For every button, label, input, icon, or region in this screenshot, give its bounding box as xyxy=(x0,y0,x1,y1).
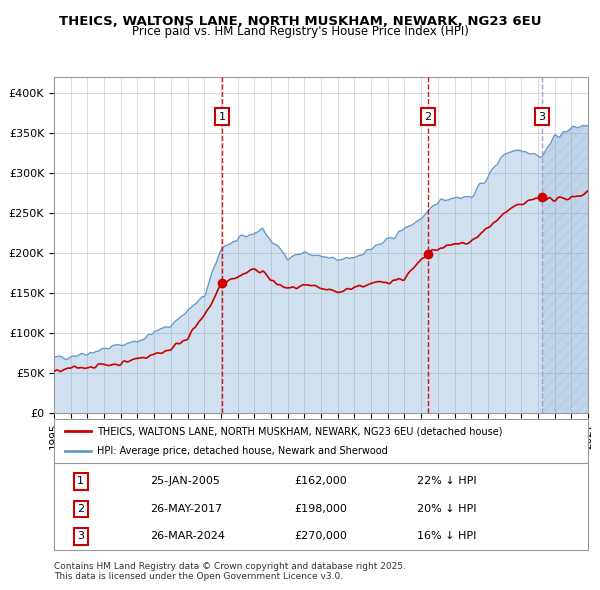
FancyBboxPatch shape xyxy=(54,419,588,463)
Text: 3: 3 xyxy=(77,532,84,541)
Text: 20% ↓ HPI: 20% ↓ HPI xyxy=(417,504,476,514)
Text: £198,000: £198,000 xyxy=(295,504,347,514)
FancyBboxPatch shape xyxy=(54,463,588,550)
Text: 2: 2 xyxy=(77,504,84,514)
Text: HPI: Average price, detached house, Newark and Sherwood: HPI: Average price, detached house, Newa… xyxy=(97,446,388,455)
Text: 3: 3 xyxy=(538,112,545,122)
Text: 1: 1 xyxy=(77,477,84,486)
Text: £162,000: £162,000 xyxy=(295,477,347,486)
Text: THEICS, WALTONS LANE, NORTH MUSKHAM, NEWARK, NG23 6EU: THEICS, WALTONS LANE, NORTH MUSKHAM, NEW… xyxy=(59,15,541,28)
Text: 22% ↓ HPI: 22% ↓ HPI xyxy=(417,477,477,486)
Text: Price paid vs. HM Land Registry's House Price Index (HPI): Price paid vs. HM Land Registry's House … xyxy=(131,25,469,38)
Text: 2: 2 xyxy=(424,112,431,122)
Text: 16% ↓ HPI: 16% ↓ HPI xyxy=(417,532,476,541)
Text: 1: 1 xyxy=(218,112,226,122)
Text: 26-MAY-2017: 26-MAY-2017 xyxy=(150,504,222,514)
Text: Contains HM Land Registry data © Crown copyright and database right 2025.
This d: Contains HM Land Registry data © Crown c… xyxy=(54,562,406,581)
Text: £270,000: £270,000 xyxy=(295,532,347,541)
Text: THEICS, WALTONS LANE, NORTH MUSKHAM, NEWARK, NG23 6EU (detached house): THEICS, WALTONS LANE, NORTH MUSKHAM, NEW… xyxy=(97,427,502,436)
Text: 26-MAR-2024: 26-MAR-2024 xyxy=(150,532,225,541)
Text: 25-JAN-2005: 25-JAN-2005 xyxy=(150,477,220,486)
